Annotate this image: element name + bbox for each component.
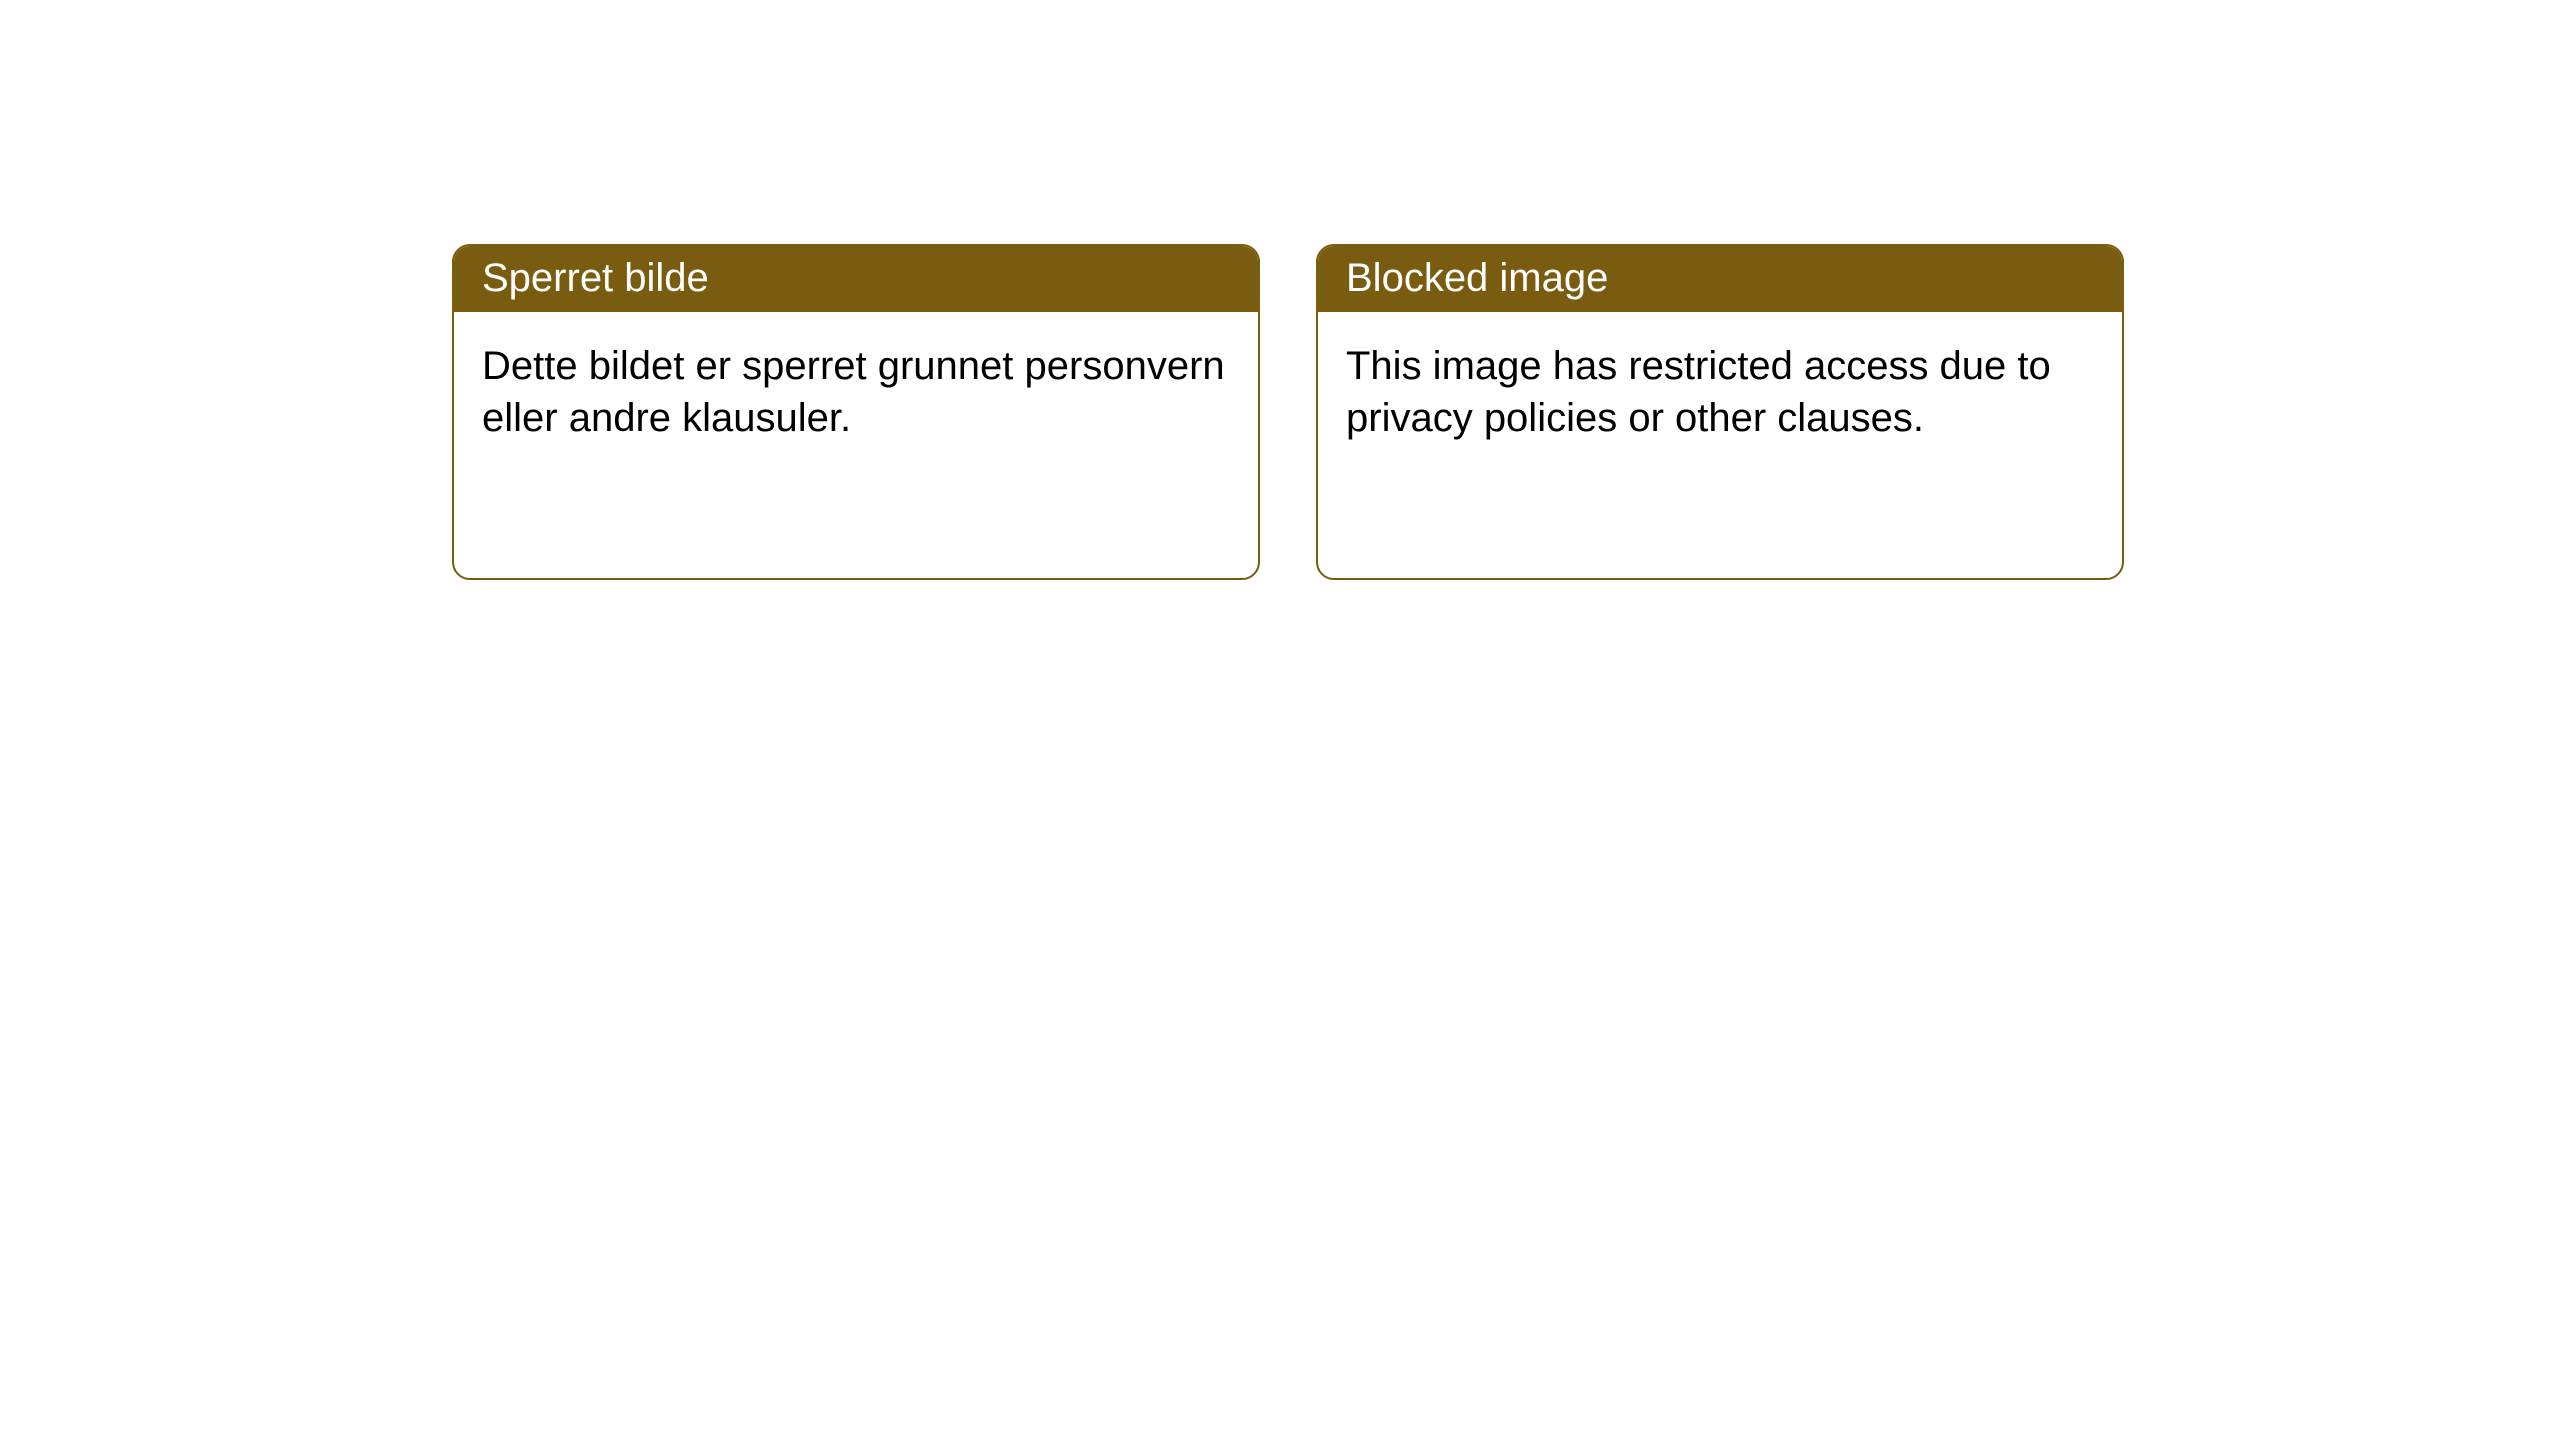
card-body-text: Dette bildet er sperret grunnet personve… [482,344,1225,440]
card-body: This image has restricted access due to … [1318,312,2122,472]
card-body-text: This image has restricted access due to … [1346,344,2051,440]
notice-card-norwegian: Sperret bilde Dette bildet er sperret gr… [452,244,1260,580]
card-title: Sperret bilde [482,256,709,300]
card-header: Sperret bilde [454,246,1258,312]
notice-card-english: Blocked image This image has restricted … [1316,244,2124,580]
notice-container: Sperret bilde Dette bildet er sperret gr… [0,0,2560,580]
card-header: Blocked image [1318,246,2122,312]
card-title: Blocked image [1346,256,1608,300]
card-body: Dette bildet er sperret grunnet personve… [454,312,1258,472]
